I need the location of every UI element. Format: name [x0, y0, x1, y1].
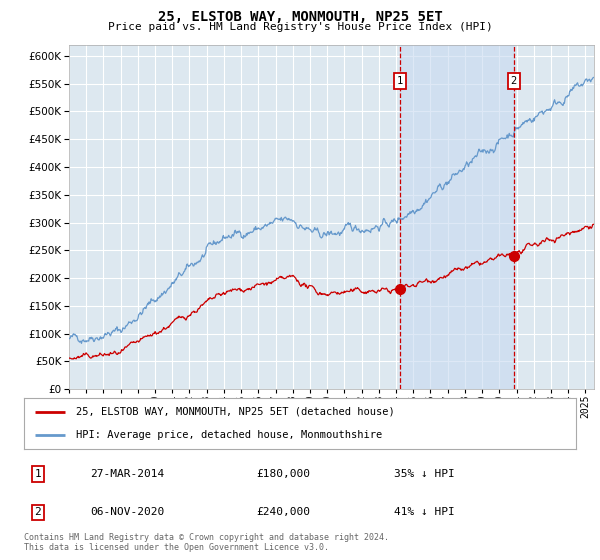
Text: £180,000: £180,000: [256, 469, 310, 479]
Bar: [400, 45, 514, 389]
Text: 2: 2: [511, 76, 517, 86]
Text: £240,000: £240,000: [256, 507, 310, 517]
Text: 1: 1: [34, 469, 41, 479]
Text: HPI: Average price, detached house, Monmouthshire: HPI: Average price, detached house, Monm…: [76, 430, 383, 440]
Text: 2: 2: [34, 507, 41, 517]
Text: 25, ELSTOB WAY, MONMOUTH, NP25 5ET (detached house): 25, ELSTOB WAY, MONMOUTH, NP25 5ET (deta…: [76, 407, 395, 417]
Text: 41% ↓ HPI: 41% ↓ HPI: [394, 507, 455, 517]
Text: 25, ELSTOB WAY, MONMOUTH, NP25 5ET: 25, ELSTOB WAY, MONMOUTH, NP25 5ET: [158, 10, 442, 24]
Text: 1: 1: [397, 76, 403, 86]
Text: 27-MAR-2014: 27-MAR-2014: [90, 469, 164, 479]
Text: 35% ↓ HPI: 35% ↓ HPI: [394, 469, 455, 479]
Text: 06-NOV-2020: 06-NOV-2020: [90, 507, 164, 517]
Text: This data is licensed under the Open Government Licence v3.0.: This data is licensed under the Open Gov…: [24, 543, 329, 552]
Text: Price paid vs. HM Land Registry's House Price Index (HPI): Price paid vs. HM Land Registry's House …: [107, 22, 493, 32]
Text: Contains HM Land Registry data © Crown copyright and database right 2024.: Contains HM Land Registry data © Crown c…: [24, 533, 389, 542]
